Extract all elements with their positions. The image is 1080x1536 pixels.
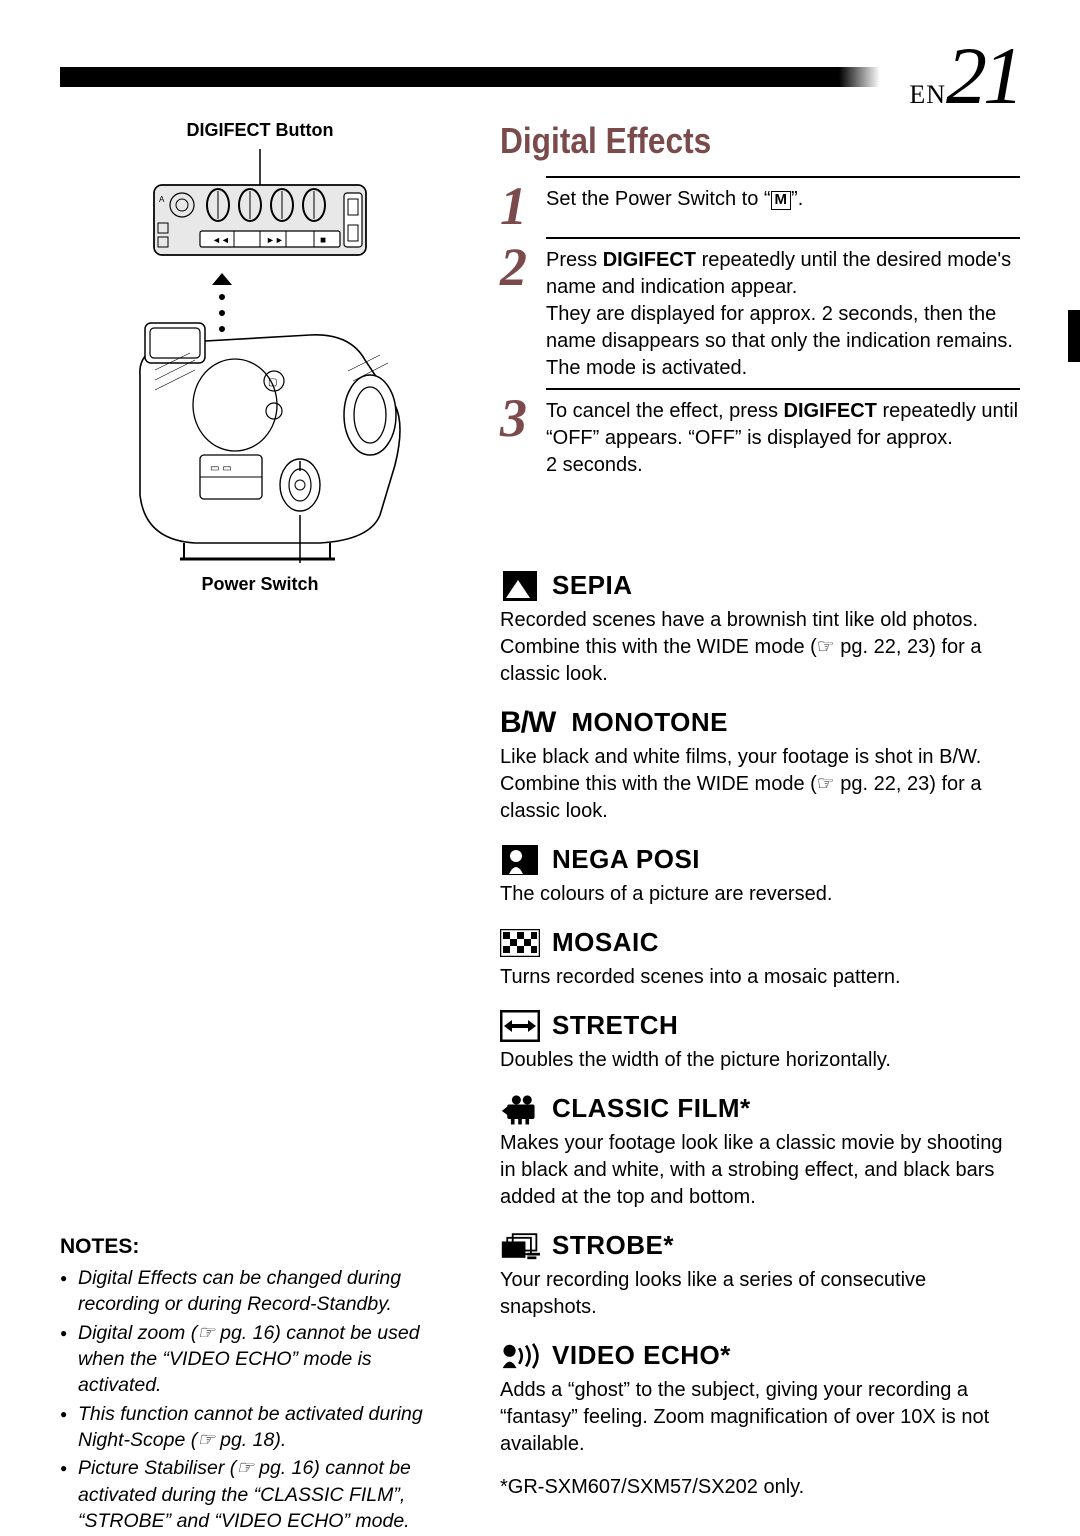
step-body: To cancel the effect, press DIGIFECT rep… xyxy=(546,388,1020,479)
digifect-button-label: DIGIFECT Button xyxy=(60,120,460,141)
right-column: Digital Effects 1 Set the Power Switch t… xyxy=(500,120,1020,1536)
effect-name: STROBE* xyxy=(552,1230,674,1261)
effect-monotone: B/W MONOTONE Like black and white films,… xyxy=(500,706,1020,825)
stretch-icon xyxy=(500,1009,540,1043)
page-header: EN21 xyxy=(60,45,1020,110)
step-number: 1 xyxy=(500,182,546,231)
effect-stretch: STRETCH Doubles the width of the picture… xyxy=(500,1009,1020,1074)
effect-desc: Like black and white films, your footage… xyxy=(500,744,1020,825)
sepia-icon xyxy=(500,569,540,603)
effect-mosaic: MOSAIC Turns recorded scenes into a mosa… xyxy=(500,926,1020,991)
svg-text:▭ ▭: ▭ ▭ xyxy=(210,463,232,474)
camcorder-illustration: ◄◄ ►► ■ A xyxy=(100,145,420,565)
svg-text:►►: ►► xyxy=(266,235,284,245)
effects-list: SEPIA Recorded scenes have a brownish ti… xyxy=(500,569,1020,1499)
step-2: 2 Press DIGIFECT repeatedly until the de… xyxy=(500,237,1020,382)
step-body: Press DIGIFECT repeatedly until the desi… xyxy=(546,237,1020,382)
header-strip xyxy=(60,67,880,87)
nega-posi-icon xyxy=(500,843,540,877)
strobe-icon xyxy=(500,1229,540,1263)
effect-name: MOSAIC xyxy=(552,927,659,958)
svg-text:A: A xyxy=(159,195,165,204)
step-1: 1 Set the Power Switch to “M”. xyxy=(500,176,1020,231)
step-text: ”. xyxy=(791,188,803,210)
effect-classic-film: CLASSIC FILM* Makes your footage look li… xyxy=(500,1092,1020,1211)
footnote: *GR-SXM607/SXM57/SX202 only. xyxy=(500,1476,1020,1499)
effect-name: CLASSIC FILM* xyxy=(552,1093,751,1124)
effect-nega-posi: NEGA POSI The colours of a picture are r… xyxy=(500,843,1020,908)
effect-desc: Turns recorded scenes into a mosaic patt… xyxy=(500,964,1020,991)
effect-video-echo: VIDEO ECHO* Adds a “ghost” to the subjec… xyxy=(500,1339,1020,1458)
effect-desc: Recorded scenes have a brownish tint lik… xyxy=(500,607,1020,688)
svg-text:◄◄: ◄◄ xyxy=(212,235,230,245)
effect-desc: Adds a “ghost” to the subject, giving yo… xyxy=(500,1377,1020,1458)
bw-icon: B/W xyxy=(500,706,555,740)
page-number: EN21 xyxy=(909,35,1020,117)
effect-name: SEPIA xyxy=(552,570,633,601)
svg-text:■: ■ xyxy=(320,235,326,246)
step-number: 2 xyxy=(500,243,546,292)
effect-name: MONOTONE xyxy=(571,707,728,738)
step-text: Set the Power Switch to “ xyxy=(546,188,771,210)
effect-name: VIDEO ECHO* xyxy=(552,1340,731,1371)
left-column: DIGIFECT Button xyxy=(60,120,460,1536)
section-title: Digital Effects xyxy=(500,120,958,162)
effect-desc: Makes your footage look like a classic m… xyxy=(500,1130,1020,1211)
effect-name: STRETCH xyxy=(552,1010,678,1041)
classic-film-icon xyxy=(500,1092,540,1126)
camera-diagram: DIGIFECT Button xyxy=(60,120,460,595)
notes-list: Digital Effects can be changed during re… xyxy=(60,1265,460,1534)
note-item: Digital zoom (☞ pg. 16) cannot be used w… xyxy=(60,1320,460,1399)
video-echo-icon xyxy=(500,1339,540,1373)
effect-strobe: STROBE* Your recording looks like a seri… xyxy=(500,1229,1020,1321)
notes-title: NOTES: xyxy=(60,1235,460,1259)
step-3: 3 To cancel the effect, press DIGIFECT r… xyxy=(500,388,1020,479)
note-item: This function cannot be activated during… xyxy=(60,1401,460,1454)
effect-desc: Doubles the width of the picture horizon… xyxy=(500,1047,1020,1074)
effect-sepia: SEPIA Recorded scenes have a brownish ti… xyxy=(500,569,1020,688)
page-content: DIGIFECT Button xyxy=(60,120,1020,1536)
side-tab xyxy=(1068,310,1080,362)
notes-section: NOTES: Digital Effects can be changed du… xyxy=(60,1235,460,1534)
effect-name: NEGA POSI xyxy=(552,844,700,875)
effect-desc: The colours of a picture are reversed. xyxy=(500,881,1020,908)
lang-code: EN xyxy=(909,80,946,109)
note-item: Digital Effects can be changed during re… xyxy=(60,1265,460,1318)
page-num-value: 21 xyxy=(946,30,1020,121)
note-item: Picture Stabiliser (☞ pg. 16) cannot be … xyxy=(60,1455,460,1534)
effect-desc: Your recording looks like a series of co… xyxy=(500,1267,1020,1321)
step-number: 3 xyxy=(500,394,546,443)
svg-text:▢: ▢ xyxy=(268,377,277,388)
m-mode-icon: M xyxy=(771,191,792,210)
mosaic-icon xyxy=(500,926,540,960)
power-switch-label: Power Switch xyxy=(60,574,460,595)
step-body: Set the Power Switch to “M”. xyxy=(546,176,1020,231)
